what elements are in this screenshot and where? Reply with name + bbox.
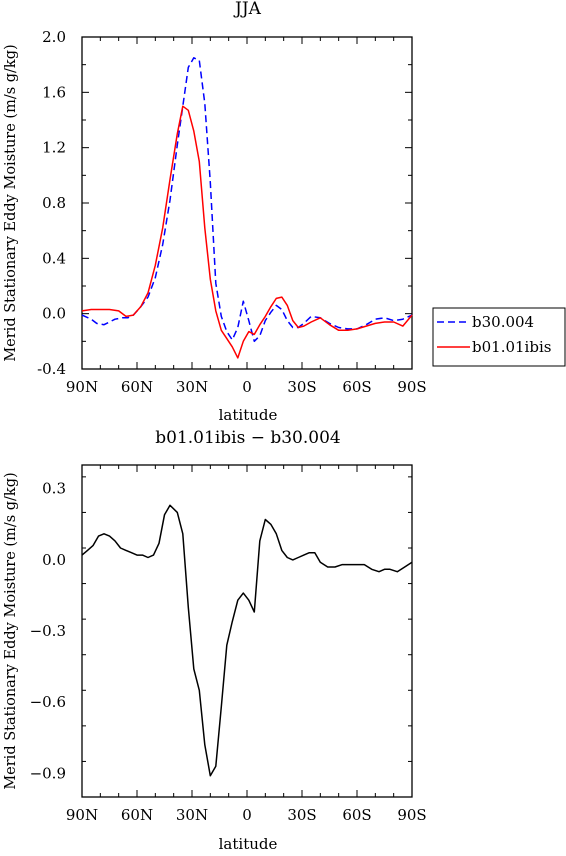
bottom-y-tick-label: −0.6 [30,693,66,711]
bottom-y-tick-label: 0.0 [42,551,66,569]
top-chart-title: JJA [233,0,262,19]
top-x-axis-label: latitude [219,406,278,424]
legend: b30.004 b01.01ibis [437,313,551,356]
top-x-tick-label: 0 [242,378,252,396]
bottom-y-tick-label: −0.9 [30,764,66,782]
top-y-tick-label: 1.6 [42,83,66,101]
bottom-y-tick-label: 0.3 [42,480,66,498]
bottom-chart-title: b01.01ibis − b30.004 [155,428,340,448]
top-x-tick-label: 90S [397,378,426,396]
top-y-tick-label: 2.0 [42,28,66,46]
bottom-axis-ticks: 90N 60N 30N 0 30S 60S 90S −0.9 −0.6 −0.3 0.0 0.3 [30,465,427,824]
bottom-plot-frame [81,464,413,798]
bottom-x-tick-label: 0 [242,806,252,824]
legend-box [432,307,566,367]
top-x-tick-label: 60N [121,378,153,396]
bottom-x-tick-label: 30S [287,806,316,824]
legend-label: b30.004 [472,313,534,331]
bottom-x-axis-label: latitude [219,835,278,851]
top-plot-frame [81,36,413,370]
top-x-tick-label: 30N [176,378,208,396]
legend-label: b01.01ibis [472,338,551,356]
bottom-x-tick-label: 60N [121,806,153,824]
top-x-tick-label: 90N [66,378,98,396]
top-axis-ticks: 90N 60N 30N 0 30S 60S 90S -0.4 0.0 0.4 0.8 1.2 1.6 2.… [37,28,427,396]
bottom-x-tick-label: 60S [342,806,371,824]
bottom-y-tick-label: −0.3 [30,622,66,640]
bottom-x-tick-label: 90S [397,806,426,824]
top-y-tick-label: 0.0 [42,305,66,323]
top-y-tick-label: 1.2 [42,139,66,157]
bottom-series-line-0 [81,504,413,777]
bottom-x-tick-label: 30N [176,806,208,824]
top-series-line-b01.01ibis [81,105,413,359]
bottom-x-tick-label: 90N [66,806,98,824]
top-y-tick-label: 0.4 [42,249,66,267]
top-x-tick-label: 30S [287,378,316,396]
top-y-tick-label: -0.4 [37,360,66,378]
top-series-lines [81,57,413,359]
top-x-tick-label: 60S [342,378,371,396]
top-y-tick-label: 0.8 [42,194,66,212]
bottom-series-lines [81,504,413,777]
top-y-axis-label: Merid Stationary Eddy Moisture (m/s g/kg… [3,44,19,361]
bottom-y-axis-label: Merid Stationary Eddy Moisture (m/s g/kg… [3,472,19,789]
top-series-line-b30.004 [81,57,413,343]
